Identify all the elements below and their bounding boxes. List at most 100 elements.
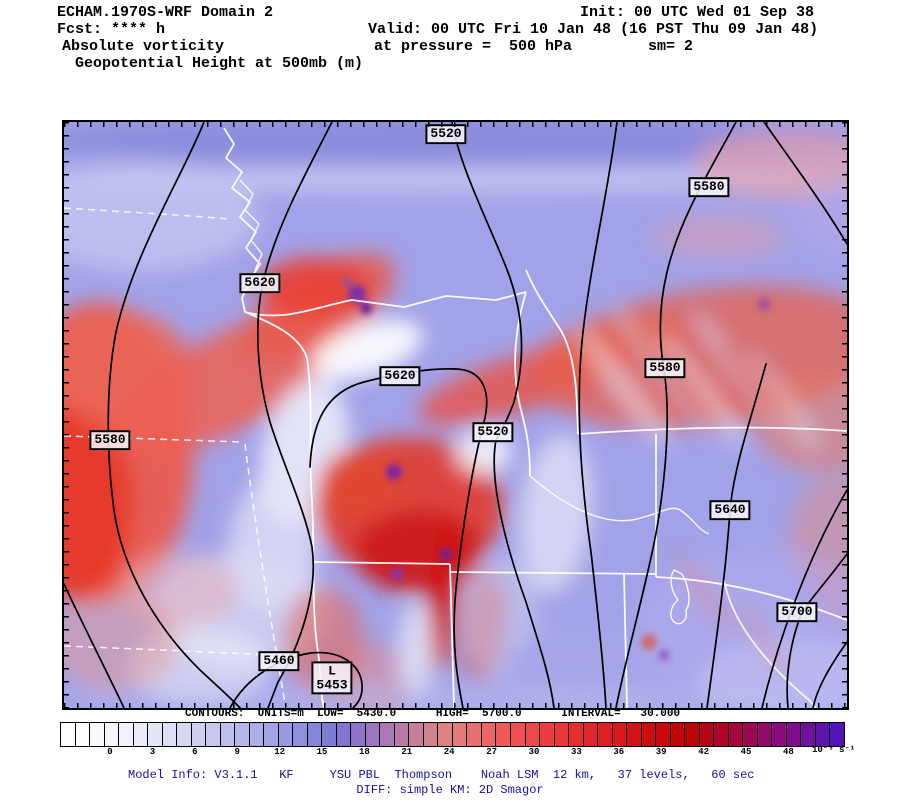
colorbar-tick-label: 39 xyxy=(655,747,667,757)
valid-time: Valid: 00 UTC Fri 10 Jan 48 (16 PST Thu … xyxy=(368,21,819,38)
map-panel: 5520 5580 5620 5620 5580 5520 5580 5640 5700 5460… xyxy=(62,120,849,710)
colorbar-cell xyxy=(757,723,773,746)
pressure-level: at pressure = 500 hPa xyxy=(374,38,573,55)
colorbar-tick-label: 15 xyxy=(316,747,328,757)
colorbar-cell xyxy=(598,723,613,746)
colorbar-cell xyxy=(133,723,149,746)
colorbar-tick-label: 6 xyxy=(192,747,198,757)
colorbar-cell xyxy=(786,723,802,746)
colorbar-cell xyxy=(583,723,599,746)
colorbar-cell xyxy=(162,723,178,746)
axis-ticks-bottom xyxy=(64,703,847,708)
colorbar-cell xyxy=(496,723,511,746)
colorbar-tick-label: 42 xyxy=(698,747,709,757)
colorbar-cell xyxy=(685,723,700,746)
colorbar-cell xyxy=(423,723,439,746)
contour-label: 5700 xyxy=(776,602,818,622)
colorbar-cell xyxy=(61,723,76,746)
contour-info-line: CONTOURS: UNITS=m LOW= 5430.0 HIGH= 5700… xyxy=(185,708,681,720)
colorbar-tick-label: 36 xyxy=(613,747,625,757)
colorbar-cell xyxy=(351,723,366,746)
contour-label: 5520 xyxy=(472,422,514,442)
colorbar-cell xyxy=(394,723,410,746)
colorbar-cell xyxy=(656,723,671,746)
colorbar-cell xyxy=(264,723,279,746)
colorbar-tick-label: 12 xyxy=(274,747,285,757)
init-time: Init: 00 UTC Wed 01 Sep 38 xyxy=(580,4,815,21)
colorbar-cell xyxy=(75,723,91,746)
colorbar-cell xyxy=(191,723,207,746)
colorbar-cell xyxy=(830,723,844,746)
model-info-line: Model Info: V3.1.1 KF YSU PBL Thompson N… xyxy=(128,768,755,782)
contour-label-layer: 5520 5580 5620 5620 5580 5520 5580 5640 5700 5460… xyxy=(64,122,847,708)
colorbar-tick-label: 33 xyxy=(570,747,582,757)
model-title: ECHAM.1970S-WRF Domain 2 xyxy=(57,4,274,21)
axis-ticks-right xyxy=(842,122,847,708)
colorbar-cell xyxy=(104,723,120,746)
colorbar-tick-label: 0 xyxy=(107,747,113,757)
colorbar-cell xyxy=(554,723,570,746)
colorbar-cell xyxy=(220,723,236,746)
colorbar-cell xyxy=(90,723,105,746)
colorbar-cell xyxy=(307,723,323,746)
forecast-hour: Fcst: **** h xyxy=(57,21,166,38)
colorbar-cell xyxy=(612,723,628,746)
colorbar-tick-label: 18 xyxy=(358,747,370,757)
colorbar-cell xyxy=(525,723,541,746)
axis-ticks-top xyxy=(64,122,847,127)
axis-ticks-left xyxy=(64,122,69,708)
colorbar-cell xyxy=(699,723,715,746)
colorbar-cell xyxy=(249,723,265,746)
diffusion-info-line: DIFF: simple KM: 2D Smagor xyxy=(356,783,544,797)
colorbar-tick-label: 9 xyxy=(234,747,240,757)
low-center-label: L 5453 xyxy=(311,661,353,695)
colorbar-cell xyxy=(569,723,584,746)
colorbar-cell xyxy=(235,723,250,746)
colorbar-tick-label: 30 xyxy=(528,747,540,757)
colorbar-cell xyxy=(148,723,163,746)
vorticity-field-map xyxy=(64,122,847,708)
colorbar-cell xyxy=(438,723,453,746)
smoothing-label: sm= 2 xyxy=(648,38,694,55)
colorbar-cell xyxy=(481,723,497,746)
contour-label: 5640 xyxy=(709,500,751,520)
colorbar-cell xyxy=(322,723,337,746)
colorbar-cell xyxy=(714,723,729,746)
contour-field-name: Geopotential Height at 500mb (m) xyxy=(75,55,364,72)
colorbar-tick-label: 27 xyxy=(486,747,497,757)
colorbar-cell xyxy=(510,723,526,746)
colorbar-cell xyxy=(380,723,395,746)
contour-label: 5620 xyxy=(239,273,281,293)
contour-label: 5580 xyxy=(644,358,686,378)
colorbar-cell xyxy=(641,723,657,746)
colorbar-cell xyxy=(409,723,424,746)
colorbar-cell xyxy=(365,723,381,746)
state-boundaries xyxy=(223,127,847,708)
colorbar-tick-label: 3 xyxy=(149,747,156,757)
colorbar-cell xyxy=(467,723,482,746)
field-name: Absolute vorticity xyxy=(62,38,225,55)
colorbar-cell xyxy=(206,723,221,746)
colorbar-cell xyxy=(293,723,308,746)
contour-label: 5580 xyxy=(688,177,730,197)
colorbar-cell xyxy=(278,723,294,746)
colorbar-ticks: 10⁻⁵ s⁻¹ 0 3 6 9 12 15 18 21 24 27 30 33 36 39 42 45 48 xyxy=(60,745,855,760)
colorbar-tick-label: 21 xyxy=(401,747,413,757)
colorbar-cell xyxy=(627,723,642,746)
colorbar xyxy=(60,722,845,747)
colorbar-cell xyxy=(743,723,758,746)
colorbar-cell xyxy=(540,723,555,746)
contour-label: 5520 xyxy=(425,124,467,144)
colorbar-cell xyxy=(772,723,787,746)
contour-label: 5460 xyxy=(258,651,300,671)
vorticity-max-specks xyxy=(342,277,770,660)
colorbar-cell xyxy=(336,723,352,746)
colorbar-tick-label: 45 xyxy=(740,747,752,757)
colorbar-cell xyxy=(177,723,192,746)
colorbar-cell xyxy=(801,723,816,746)
colorbar-cell xyxy=(452,723,468,746)
contour-label: 5580 xyxy=(89,430,131,450)
colorbar-tick-label: 24 xyxy=(443,747,455,757)
contour-label: 5620 xyxy=(379,366,421,386)
